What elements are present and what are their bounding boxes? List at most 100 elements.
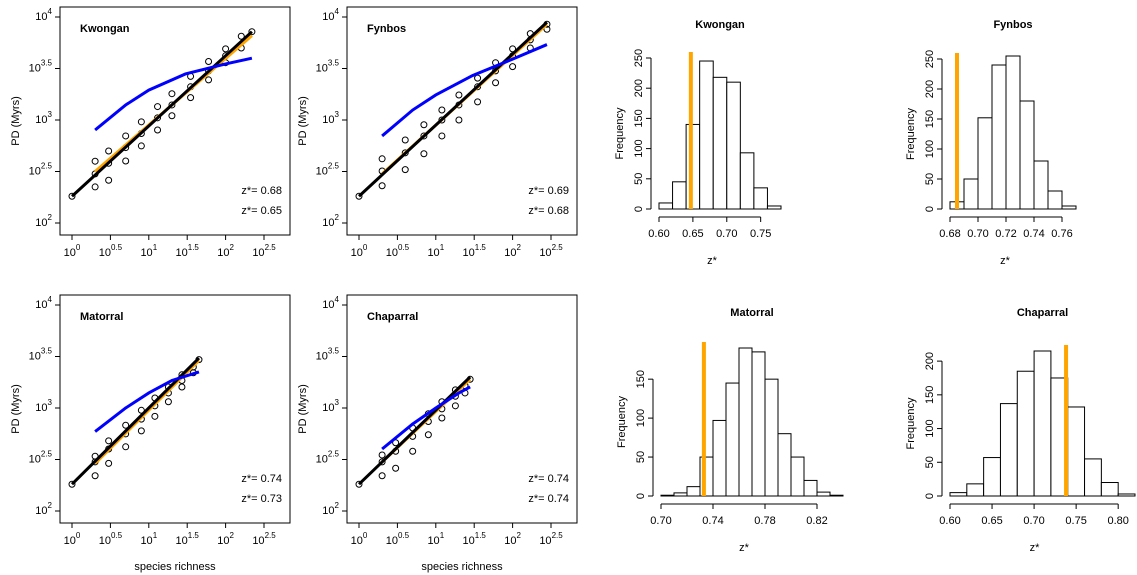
y-tick-label: 104 (322, 295, 339, 311)
data-point (438, 132, 446, 140)
bar (726, 81, 741, 210)
data-point (91, 157, 99, 165)
data-point (68, 192, 76, 200)
data-point (420, 132, 428, 140)
y-tick-label: 102 (35, 213, 52, 229)
data-point (205, 76, 213, 84)
data-point (401, 136, 409, 144)
data-point (420, 150, 428, 158)
y-tick-label: 200 (924, 80, 936, 98)
y-tick-label: 250 (633, 49, 645, 67)
bar (1061, 205, 1077, 210)
trend-line (381, 43, 548, 138)
data-point (455, 116, 463, 124)
bar (686, 486, 701, 497)
data-point (91, 183, 99, 191)
x-tick-label: 0.82 (806, 515, 827, 527)
y-tick-label: 0 (635, 493, 647, 499)
y-tick-label: 100 (635, 409, 647, 427)
data-point (409, 447, 417, 455)
x-tick-label: 100 (351, 243, 368, 259)
y-axis-label: Frequency (614, 107, 626, 159)
data-point (168, 112, 176, 120)
y-tick-label: 102 (322, 213, 339, 229)
data-point (187, 94, 195, 102)
x-tick-label: 0.60 (648, 228, 669, 240)
data-point (378, 155, 386, 163)
bar (1100, 482, 1119, 497)
chart-title: Matorral (80, 311, 123, 323)
data-point (154, 126, 162, 134)
y-tick-label: 150 (633, 109, 645, 127)
chart-title: Fynbos (993, 19, 1032, 31)
x-tick-label: 101 (140, 531, 157, 547)
y-tick-label: 200 (924, 352, 936, 370)
x-tick-label: 0.76 (1051, 228, 1072, 240)
y-tick-label: 102.5 (29, 450, 53, 466)
x-axis-label: species richness (421, 561, 503, 573)
y-axis-label: Frequency (905, 397, 917, 449)
trend-line (357, 21, 548, 198)
x-tick-label: 0.74 (1023, 228, 1044, 240)
bar (1033, 350, 1052, 497)
chart-title: Fynbos (367, 23, 406, 35)
x-tick-label: 0.80 (1107, 515, 1128, 527)
annotation: z*= 0.74 (528, 493, 569, 505)
data-point (451, 402, 459, 410)
data-point (137, 118, 145, 126)
trend-line (381, 385, 471, 451)
chart-title: Chaparral (367, 311, 418, 323)
bar (1084, 458, 1102, 497)
data-point (105, 437, 113, 445)
data-point (178, 383, 186, 391)
y-tick-label: 104 (35, 7, 52, 23)
x-tick-label: 100.5 (99, 243, 123, 259)
x-tick-label: 101 (427, 531, 444, 547)
data-point (378, 458, 386, 466)
trend-line (357, 375, 472, 486)
data-point (474, 83, 482, 91)
y-tick-label: 0 (924, 493, 936, 499)
plot-box (346, 6, 578, 236)
data-point (154, 114, 162, 122)
y-tick-label: 103.5 (316, 59, 340, 75)
x-tick-label: 102.5 (252, 531, 276, 547)
trend-line (94, 56, 253, 132)
x-tick-label: 102 (217, 243, 234, 259)
data-point (401, 149, 409, 157)
bar (790, 456, 805, 497)
y-tick-label: 150 (924, 110, 936, 128)
x-tick-label: 0.65 (981, 515, 1002, 527)
data-point (222, 45, 230, 53)
y-tick-label: 103 (35, 398, 52, 414)
data-point (474, 74, 482, 82)
data-point (168, 90, 176, 98)
data-point (438, 414, 446, 422)
y-tick-label: 50 (633, 173, 645, 185)
x-axis-label: z* (707, 255, 718, 267)
y-axis-label: Frequency (905, 108, 917, 160)
bar (753, 187, 768, 210)
y-tick-label: 100 (924, 419, 936, 437)
data-point (509, 63, 517, 71)
x-tick-label: 0.70 (716, 228, 737, 240)
x-tick-label: 0.74 (702, 515, 723, 527)
y-tick-label: 103.5 (29, 59, 53, 75)
x-tick-label: 101.5 (176, 243, 200, 259)
chart-title: Kwongan (80, 23, 130, 35)
y-tick-label: 102.5 (316, 162, 340, 178)
y-tick-label: 103.5 (316, 347, 340, 363)
data-point (91, 472, 99, 480)
y-tick-label: 100 (633, 139, 645, 157)
x-tick-label: 0.78 (754, 515, 775, 527)
data-point (122, 132, 130, 140)
annotation: z*= 0.68 (241, 185, 282, 197)
y-tick-label: 103.5 (29, 347, 53, 363)
y-tick-label: 102.5 (316, 450, 340, 466)
x-tick-label: 100.5 (386, 243, 410, 259)
y-axis-label: PD (Myrs) (297, 96, 309, 146)
data-point (492, 79, 500, 87)
data-point (378, 472, 386, 480)
bar (963, 178, 979, 210)
